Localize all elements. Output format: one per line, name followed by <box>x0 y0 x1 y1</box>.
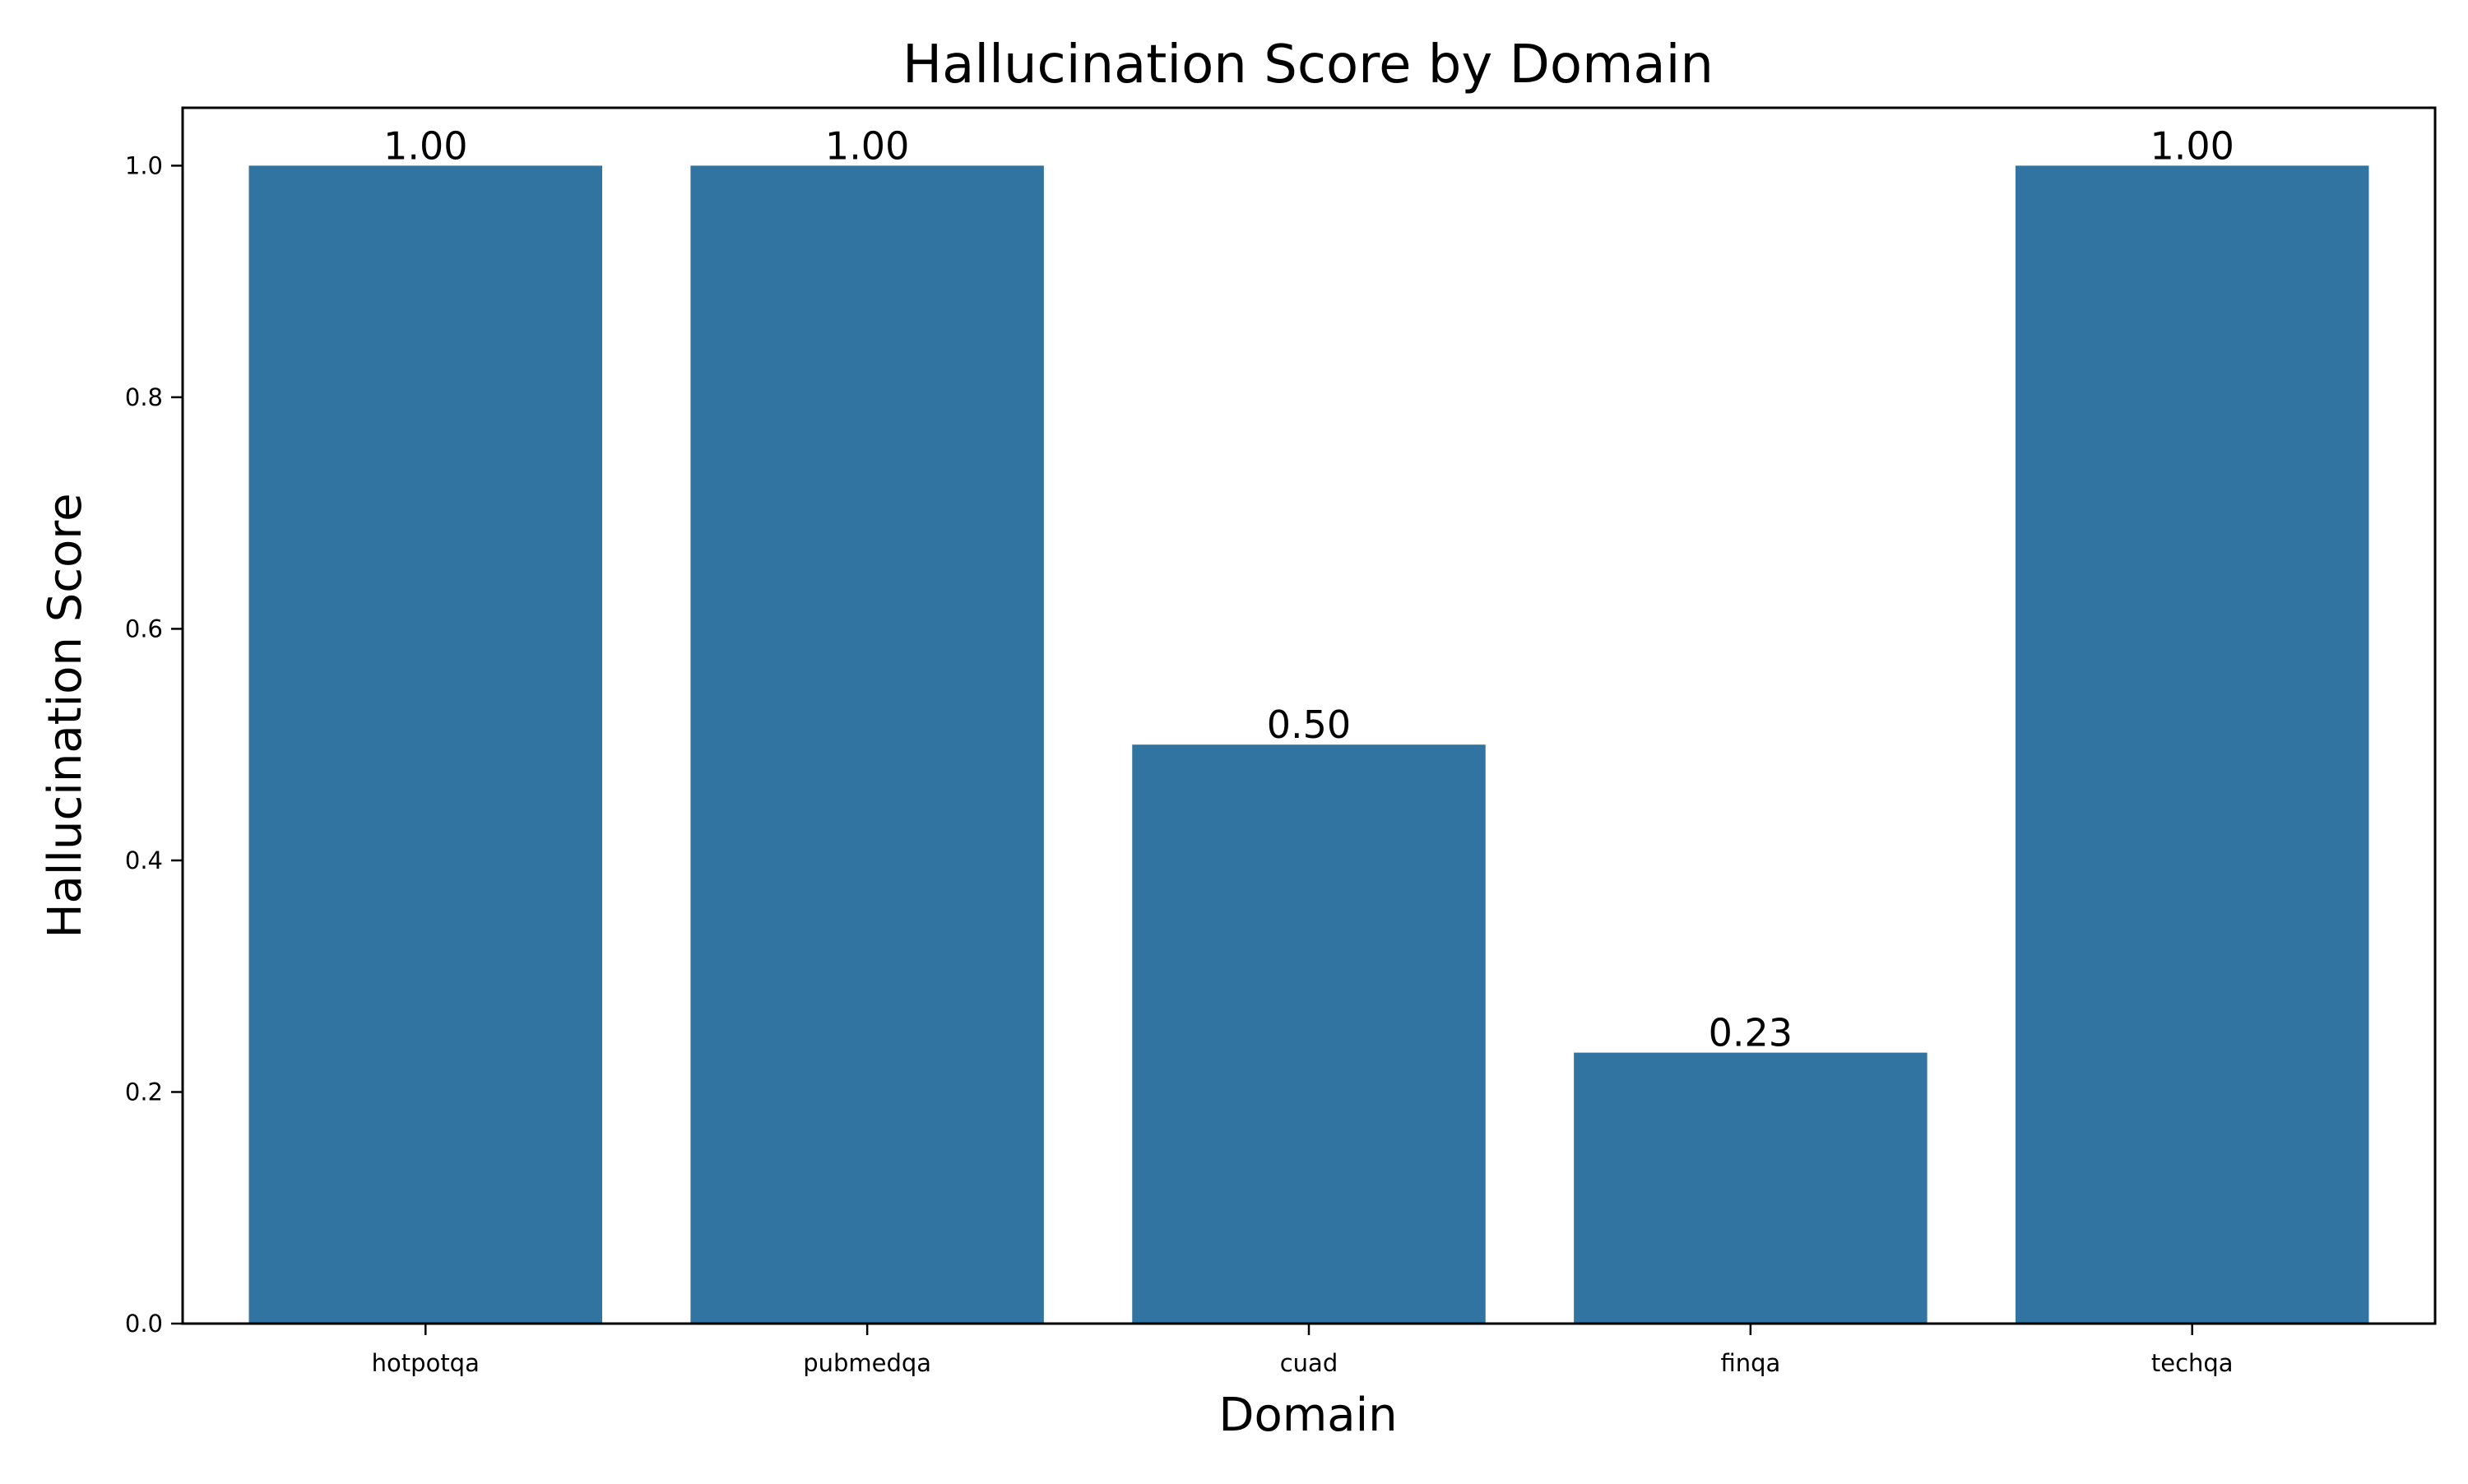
x-axis-label: Domain <box>1218 1389 1397 1442</box>
value-label-pubmedqa: 1.00 <box>825 123 909 168</box>
value-label-techqa: 1.00 <box>2150 123 2234 168</box>
value-label-cuad: 0.50 <box>1267 703 1351 747</box>
bar-hotpotqa <box>248 165 603 1324</box>
y-tick-label-0.8: 0.8 <box>125 383 163 411</box>
bar-techqa <box>2015 165 2369 1324</box>
x-tick-label-hotpotqa: hotpotqa <box>372 1349 480 1377</box>
y-tick-label-0.4: 0.4 <box>125 846 163 874</box>
bar-cuad <box>1132 744 1486 1324</box>
chart-title: Hallucination Score by Domain <box>902 35 1714 95</box>
x-axis-ticks: hotpotqa pubmedqa cuad finqa techqa <box>372 1324 2234 1377</box>
bar-pubmedqa <box>690 165 1044 1324</box>
y-tick-label-0.0: 0.0 <box>125 1310 163 1338</box>
bars-layer <box>248 165 2369 1324</box>
plot-frame <box>181 106 2437 1325</box>
bar-finqa <box>1574 1052 1928 1324</box>
value-labels-layer: 1.00 1.00 0.50 0.23 1.00 <box>383 123 2234 1055</box>
x-tick-label-finqa: finqa <box>1720 1349 1780 1377</box>
y-tick-label-1.0: 1.0 <box>125 151 163 179</box>
x-tick-label-techqa: techqa <box>2151 1349 2234 1377</box>
value-label-finqa: 0.23 <box>1709 1011 1793 1055</box>
x-tick-label-pubmedqa: pubmedqa <box>803 1349 931 1377</box>
y-tick-label-0.6: 0.6 <box>125 614 163 642</box>
y-axis-label: Hallucination Score <box>39 493 92 938</box>
value-label-hotpotqa: 1.00 <box>383 123 467 168</box>
x-tick-label-cuad: cuad <box>1280 1349 1338 1377</box>
y-axis-ticks: 0.0 0.2 0.4 0.6 0.8 1.0 <box>125 151 183 1338</box>
y-tick-label-0.2: 0.2 <box>125 1078 163 1106</box>
